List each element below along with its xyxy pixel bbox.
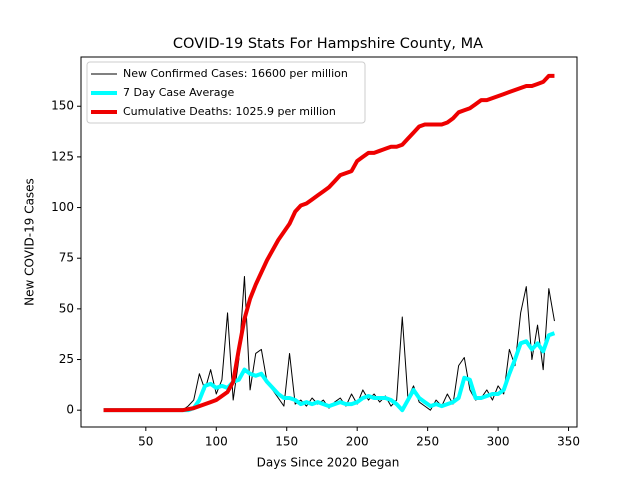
y-tick-label: 25 [59, 352, 74, 366]
x-tick-label: 150 [275, 435, 298, 449]
x-axis-label: Days Since 2020 Began [257, 456, 400, 470]
y-tick-label: 50 [59, 301, 74, 315]
y-tick-label: 100 [51, 200, 74, 214]
y-tick-label: 125 [51, 149, 74, 163]
x-tick-label: 250 [416, 435, 439, 449]
x-tick-label: 350 [557, 435, 580, 449]
legend-label: 7 Day Case Average [123, 86, 235, 99]
chart-title: COVID-19 Stats For Hampshire County, MA [173, 36, 483, 52]
x-tick-label: 50 [138, 435, 153, 449]
plot-frame [80, 56, 578, 428]
legend-label: Cumulative Deaths: 1025.9 per million [123, 105, 336, 118]
y-axis-label: New COVID-19 Cases [23, 178, 37, 306]
legend: New Confirmed Cases: 16600 per million 7 … [86, 61, 366, 124]
series-line [103, 73, 555, 413]
x-tick-label: 100 [205, 435, 228, 449]
y-tick-label: 0 [66, 403, 74, 417]
legend-box [86, 61, 366, 124]
x-tick-label: 300 [487, 435, 510, 449]
legend-label: New Confirmed Cases: 16600 per million [123, 67, 348, 80]
x-tick-label: 200 [346, 435, 369, 449]
y-tick-label: 150 [51, 99, 74, 113]
y-tick-label: 75 [59, 251, 74, 265]
